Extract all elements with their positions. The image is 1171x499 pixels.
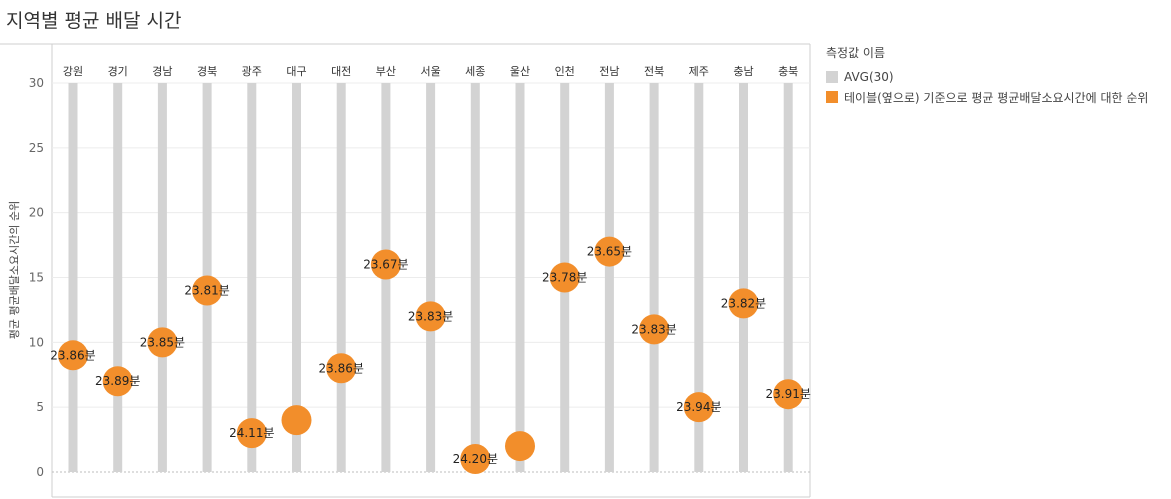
data-label: 23.94분 [676, 400, 721, 414]
rank-point [728, 288, 759, 319]
data-label: 23.82분 [721, 296, 766, 310]
data-label: 23.65분 [587, 245, 632, 259]
rank-point [773, 379, 804, 410]
x-category-label: 경북 [197, 65, 217, 78]
legend: 측정값 이름 AVG(30) 테이블(옆으로) 기준으로 평균 평균배달소요시간… [826, 44, 1148, 107]
rank-point [683, 392, 714, 423]
x-category-label: 경기 [108, 65, 128, 78]
rank-point [236, 418, 267, 449]
data-label: 23.86분 [318, 361, 363, 375]
y-tick-label: 25 [29, 141, 44, 155]
x-category-label: 제주 [689, 65, 709, 78]
rank-point [415, 301, 446, 332]
x-category-label: 충남 [733, 65, 753, 78]
x-category-label: 부산 [376, 65, 396, 78]
legend-title: 측정값 이름 [826, 46, 886, 60]
x-category-label: 경남 [152, 65, 172, 78]
data-label: 23.83분 [631, 322, 676, 336]
rank-point [102, 366, 133, 397]
rank-point [460, 444, 491, 475]
rank-point [549, 262, 580, 293]
legend-item-avg[interactable]: AVG(30) [826, 67, 1148, 87]
data-label: 24.20분 [453, 452, 498, 466]
data-label: 23.78분 [542, 271, 587, 285]
y-tick-label: 30 [29, 76, 44, 90]
y-tick-label: 0 [36, 465, 44, 479]
rank-point [370, 249, 401, 280]
data-label: 23.83분 [408, 309, 453, 323]
x-category-label: 대구 [286, 65, 306, 78]
y-axis-title: 평균 평균배달소요시간의 순위 [8, 201, 21, 340]
avg-bar [694, 83, 704, 472]
legend-item-rank[interactable]: 테이블(옆으로) 기준으로 평균 평균배달소요시간에 대한 순위 [826, 87, 1148, 107]
data-label: 23.89분 [95, 374, 140, 388]
rank-point [639, 314, 670, 345]
y-tick-label: 5 [36, 400, 44, 414]
avg-bar [247, 83, 257, 472]
legend-label-rank: 테이블(옆으로) 기준으로 평균 평균배달소요시간에 대한 순위 [844, 90, 1149, 105]
y-tick-label: 10 [29, 335, 44, 349]
rank-point [326, 353, 357, 384]
rank-point [58, 340, 88, 371]
data-label: 23.85분 [140, 335, 185, 349]
rank-point [192, 275, 223, 306]
x-category-label: 대전 [331, 65, 351, 78]
y-tick-label: 20 [29, 206, 44, 220]
rank-point [147, 327, 178, 358]
chart-plot: 0 5 10 15 20 25 30 평균 평균배달소요시간의 순위 강원 경기 경남 경북 광주 대구 대… [0, 43, 811, 498]
avg-bar [157, 83, 167, 472]
avg-bar [604, 83, 614, 472]
avg-bar [783, 83, 793, 472]
rank-point [505, 431, 535, 462]
avg-bar [113, 83, 123, 472]
avg-bar [68, 83, 78, 472]
avg-bar [649, 83, 659, 472]
legend-label-avg: AVG(30) [844, 70, 894, 84]
data-label: 23.86분 [50, 348, 95, 362]
rank-point [594, 236, 625, 267]
x-category-label: 전남 [599, 65, 619, 78]
legend-swatch-avg [826, 71, 838, 83]
x-category-label: 전북 [644, 65, 664, 78]
data-label: 23.81분 [184, 283, 229, 297]
x-category-label: 울산 [510, 65, 530, 78]
page-title: 지역별 평균 배달 시간 [6, 10, 182, 32]
avg-bar [292, 83, 301, 472]
avg-bar [515, 83, 525, 472]
x-category-label: 광주 [242, 65, 262, 78]
avg-bar [426, 83, 436, 472]
data-label: 24.11분 [229, 426, 274, 440]
avg-bar [336, 83, 346, 472]
avg-bar [739, 83, 748, 472]
rank-point [281, 405, 312, 436]
x-category-label: 충북 [778, 65, 798, 78]
data-label: 23.91분 [765, 387, 810, 401]
x-category-label: 서울 [420, 65, 440, 78]
legend-swatch-rank [826, 91, 838, 103]
x-category-label: 인천 [555, 64, 575, 78]
x-category-label: 세종 [465, 65, 485, 78]
avg-bar [470, 83, 480, 472]
x-category-label: 강원 [63, 65, 83, 78]
y-tick-label: 15 [29, 271, 44, 285]
data-label: 23.67분 [363, 258, 408, 272]
